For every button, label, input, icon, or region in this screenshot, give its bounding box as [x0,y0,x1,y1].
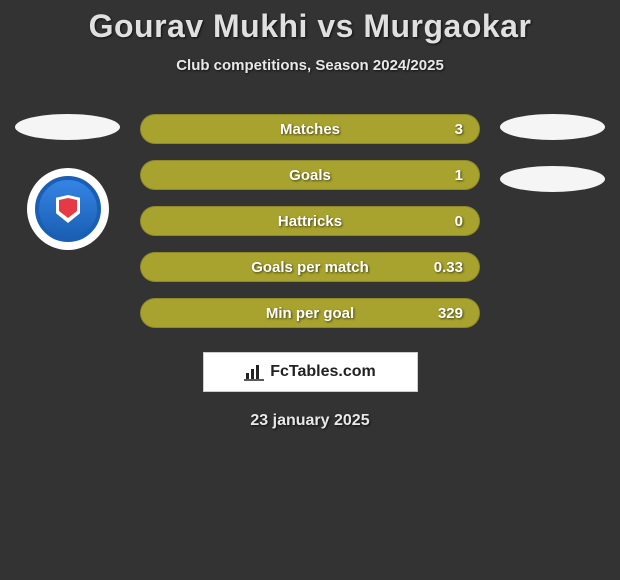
stat-value: 0.33 [434,259,463,276]
footer-brand-text: FcTables.com [270,363,376,381]
stat-label: Matches [280,121,340,138]
stat-label: Min per goal [266,305,354,322]
stat-value: 329 [438,305,463,322]
bar-chart-icon [244,363,264,381]
page-title: Gourav Mukhi vs Murgaokar [0,8,620,45]
main-row: Matches 3 Goals 1 Hattricks 0 Goals per … [0,114,620,328]
stat-value: 3 [455,121,463,138]
club-badge-icon [35,176,101,242]
stat-bar-matches: Matches 3 [140,114,480,144]
left-player-badge [27,168,109,250]
stat-bar-goals: Goals 1 [140,160,480,190]
subtitle: Club competitions, Season 2024/2025 [0,57,620,74]
left-player-col [15,114,120,250]
comparison-card: Gourav Mukhi vs Murgaokar Club competiti… [0,0,620,430]
stat-label: Goals per match [251,259,369,276]
stat-value: 1 [455,167,463,184]
stat-bar-min-per-goal: Min per goal 329 [140,298,480,328]
stat-bar-goals-per-match: Goals per match 0.33 [140,252,480,282]
stats-column: Matches 3 Goals 1 Hattricks 0 Goals per … [140,114,480,328]
stat-label: Hattricks [278,213,342,230]
stat-bar-hattricks: Hattricks 0 [140,206,480,236]
right-player-ellipse-2 [500,166,605,192]
stat-value: 0 [455,213,463,230]
right-player-col [500,114,605,192]
stat-label: Goals [289,167,331,184]
left-player-ellipse [15,114,120,140]
fctables-link[interactable]: FcTables.com [203,352,418,392]
date-text: 23 january 2025 [0,412,620,430]
right-player-ellipse-1 [500,114,605,140]
